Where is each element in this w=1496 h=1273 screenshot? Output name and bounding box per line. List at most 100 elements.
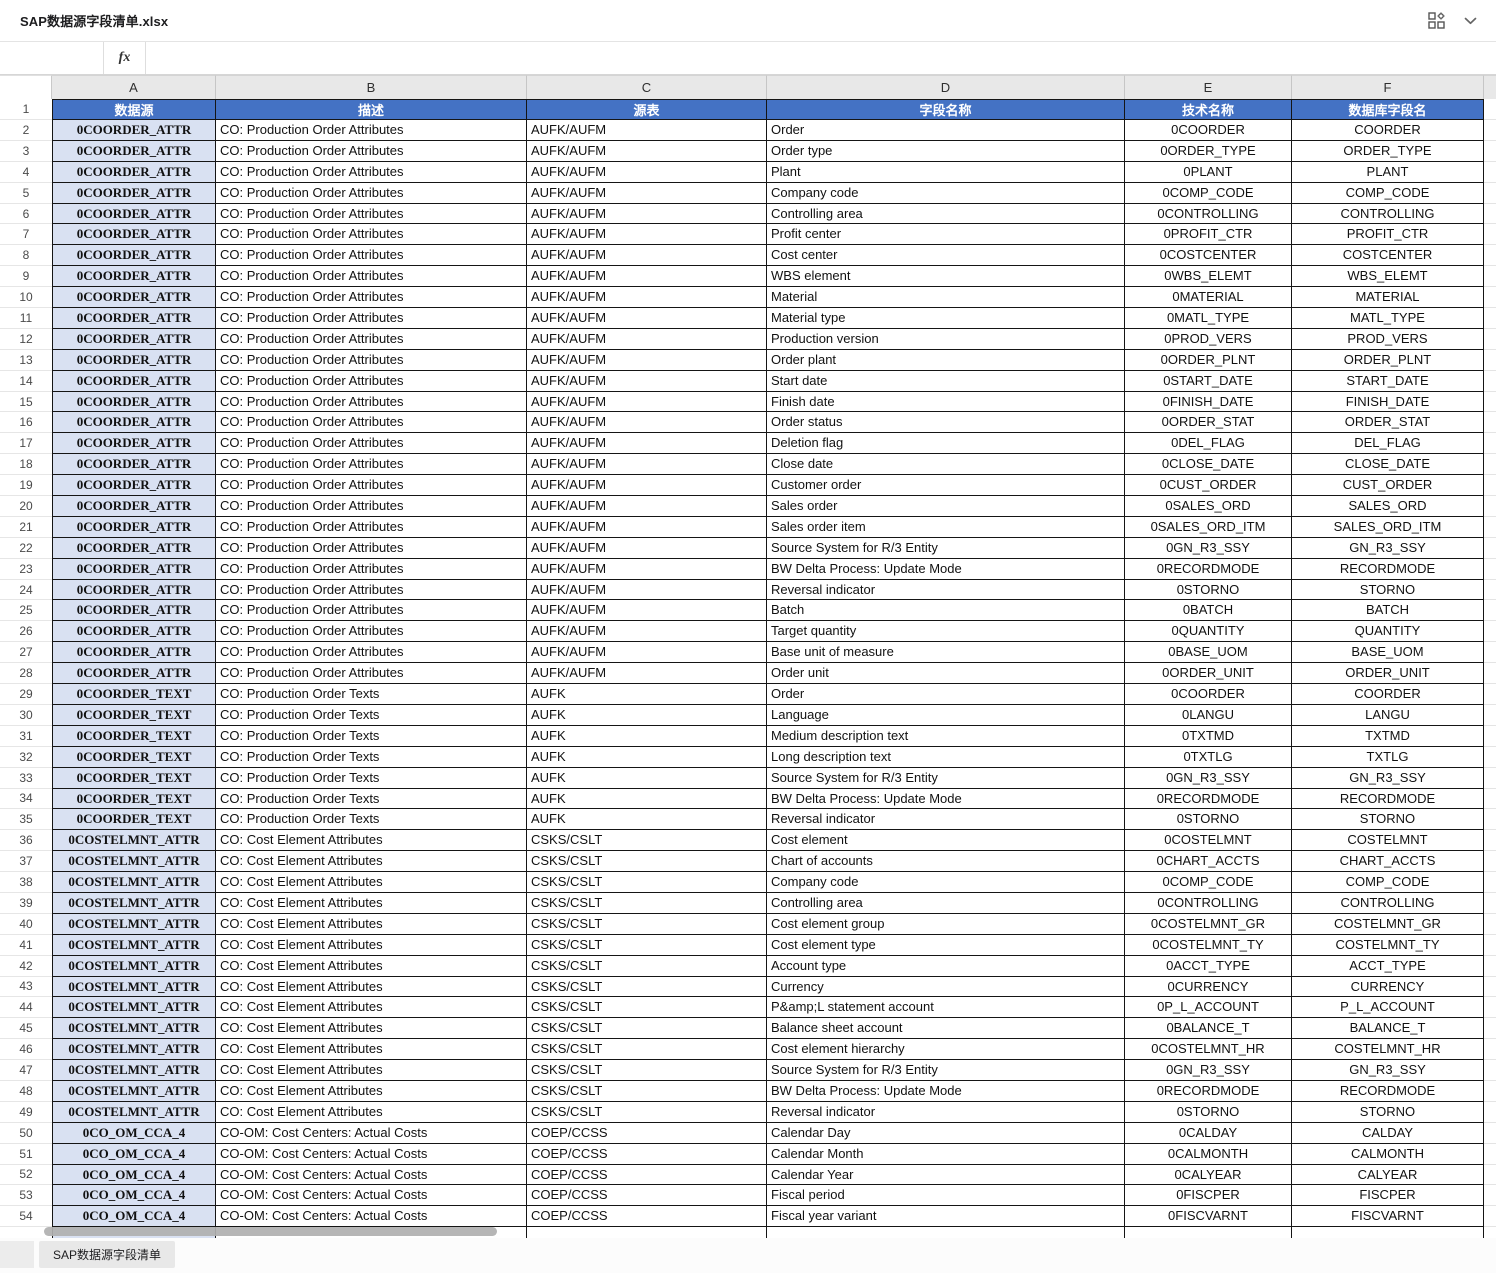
cell-technical-name[interactable]: 0GN_R3_SSY <box>1125 1060 1292 1081</box>
cell-datasource[interactable]: 0COORDER_ATTR <box>52 475 216 497</box>
cell-description[interactable]: CO: Production Order Attributes <box>216 475 527 497</box>
cell-source-table[interactable]: CSKS/CSLT <box>527 830 767 852</box>
row-number[interactable]: 10 <box>0 287 52 309</box>
cell-description[interactable]: CO-OM: Cost Centers: Actual Costs <box>216 1122 527 1144</box>
cell-source-table[interactable]: AUFK/AUFM <box>527 120 767 141</box>
cell-source-table[interactable]: AUFK <box>527 704 767 726</box>
cell-source-table[interactable]: AUFK/AUFM <box>527 412 767 434</box>
cell-description[interactable]: CO: Production Order Attributes <box>216 203 527 225</box>
row-number[interactable] <box>0 1227 52 1238</box>
cell-description[interactable]: CO: Production Order Attributes <box>216 120 527 141</box>
cell-datasource[interactable]: 0COORDER_ATTR <box>52 349 216 371</box>
cell-field-name[interactable]: Controlling area <box>767 203 1125 225</box>
cell-db-field-name[interactable]: DEL_FLAG <box>1292 433 1484 455</box>
cell-description[interactable]: CO: Cost Element Attributes <box>216 1080 527 1102</box>
cell-description[interactable]: CO-OM: Cost Centers: Actual Costs <box>216 1185 527 1207</box>
cell-source-table[interactable]: CSKS/CSLT <box>527 872 767 893</box>
row-number[interactable]: 14 <box>0 370 52 392</box>
cell-db-field-name[interactable]: RECORDMODE <box>1292 1080 1484 1102</box>
cell-technical-name[interactable]: 0MATL_TYPE <box>1125 308 1292 329</box>
row-number[interactable]: 47 <box>0 1060 52 1081</box>
cell-source-table[interactable]: COEP/CCSS <box>527 1122 767 1144</box>
cell-technical-name[interactable]: 0ORDER_STAT <box>1125 412 1292 434</box>
row-number[interactable]: 45 <box>0 1018 52 1040</box>
cell-db-field-name[interactable]: GN_R3_SSY <box>1292 537 1484 559</box>
cell-datasource[interactable]: 0COORDER_TEXT <box>52 767 216 789</box>
cell-field-name[interactable]: Batch <box>767 600 1125 622</box>
row-number[interactable]: 38 <box>0 872 52 893</box>
cell-db-field-name[interactable]: P_L_ACCOUNT <box>1292 997 1484 1019</box>
cell-datasource[interactable]: 0COORDER_ATTR <box>52 203 216 225</box>
cell-field-name[interactable]: Customer order <box>767 475 1125 497</box>
row-number[interactable]: 44 <box>0 997 52 1019</box>
cell-technical-name[interactable]: 0GN_R3_SSY <box>1125 537 1292 559</box>
cell-field-name[interactable]: BW Delta Process: Update Mode <box>767 788 1125 810</box>
cell-source-table[interactable]: AUFK/AUFM <box>527 475 767 497</box>
row-number[interactable]: 46 <box>0 1039 52 1061</box>
row-number[interactable]: 24 <box>0 579 52 601</box>
cell-db-field-name[interactable]: STORNO <box>1292 1101 1484 1123</box>
cell-field-name[interactable]: P&amp;L statement account <box>767 997 1125 1019</box>
cell-source-table[interactable]: AUFK/AUFM <box>527 245 767 267</box>
cell-datasource[interactable]: 0COORDER_TEXT <box>52 725 216 747</box>
cell-technical-name[interactable]: 0CHART_ACCTS <box>1125 851 1292 873</box>
cell-field-name[interactable]: Sales order <box>767 496 1125 517</box>
cell-description[interactable]: CO: Production Order Attributes <box>216 433 527 455</box>
cell-technical-name[interactable]: 0COSTELMNT <box>1125 830 1292 852</box>
cell-source-table[interactable]: CSKS/CSLT <box>527 976 767 998</box>
cell-description[interactable]: CO: Production Order Attributes <box>216 516 527 538</box>
select-all-corner[interactable] <box>0 75 52 99</box>
cell-source-table[interactable]: AUFK/AUFM <box>527 454 767 476</box>
cell-source-table[interactable]: AUFK <box>527 788 767 810</box>
cell-field-name[interactable]: Medium description text <box>767 725 1125 747</box>
row-number[interactable]: 32 <box>0 746 52 768</box>
cell-datasource[interactable]: 0COORDER_ATTR <box>52 161 216 183</box>
cell-field-name[interactable]: Deletion flag <box>767 433 1125 455</box>
cell-description[interactable]: CO: Production Order Attributes <box>216 287 527 309</box>
row-number[interactable]: 54 <box>0 1206 52 1228</box>
cell-db-field-name[interactable]: BALANCE_T <box>1292 1018 1484 1040</box>
formula-input[interactable] <box>146 42 1496 74</box>
cell-source-table[interactable]: AUFK/AUFM <box>527 370 767 392</box>
cell-technical-name[interactable] <box>1125 1227 1292 1238</box>
cell-db-field-name[interactable]: FINISH_DATE <box>1292 391 1484 413</box>
cell-field-name[interactable]: Production version <box>767 328 1125 350</box>
cell-name-box[interactable] <box>0 42 104 74</box>
cell-field-name[interactable]: Cost element hierarchy <box>767 1039 1125 1061</box>
cell-source-table[interactable]: COEP/CCSS <box>527 1143 767 1165</box>
cell-technical-name[interactable]: 0BATCH <box>1125 600 1292 622</box>
cell-field-name[interactable]: Order plant <box>767 349 1125 371</box>
cell-datasource[interactable]: 0COORDER_ATTR <box>52 328 216 350</box>
grid-view-icon[interactable] <box>1426 11 1446 31</box>
cell-db-field-name[interactable]: COORDER <box>1292 684 1484 705</box>
cell-field-name[interactable]: Reversal indicator <box>767 579 1125 601</box>
cell-source-table[interactable]: CSKS/CSLT <box>527 1018 767 1040</box>
cell-description[interactable]: CO: Production Order Texts <box>216 767 527 789</box>
cell-datasource[interactable]: 0COORDER_ATTR <box>52 516 216 538</box>
cell-db-field-name[interactable]: RECORDMODE <box>1292 788 1484 810</box>
cell-description[interactable]: CO: Production Order Attributes <box>216 161 527 183</box>
cell-field-name[interactable]: Calendar Month <box>767 1143 1125 1165</box>
cell-technical-name[interactable]: 0QUANTITY <box>1125 621 1292 643</box>
cell-technical-name[interactable]: 0P_L_ACCOUNT <box>1125 997 1292 1019</box>
cell-datasource[interactable]: 0COORDER_ATTR <box>52 308 216 329</box>
row-number[interactable]: 27 <box>0 642 52 664</box>
cell-datasource[interactable]: 0COORDER_TEXT <box>52 809 216 831</box>
cell-field-name[interactable]: Plant <box>767 161 1125 183</box>
cell-technical-name[interactable]: 0COSTELMNT_HR <box>1125 1039 1292 1061</box>
cell-db-field-name[interactable]: CONTROLLING <box>1292 203 1484 225</box>
cell-technical-name[interactable]: 0PLANT <box>1125 161 1292 183</box>
cell-source-table[interactable]: AUFK/AUFM <box>527 579 767 601</box>
cell-technical-name[interactable]: 0ORDER_TYPE <box>1125 140 1292 162</box>
column-header-c[interactable]: C <box>527 75 767 99</box>
cell-description[interactable]: CO: Production Order Attributes <box>216 349 527 371</box>
row-number[interactable]: 8 <box>0 245 52 267</box>
cell-db-field-name[interactable]: CHART_ACCTS <box>1292 851 1484 873</box>
cell-db-field-name[interactable]: COMP_CODE <box>1292 872 1484 893</box>
cell-technical-name[interactable]: 0RECORDMODE <box>1125 558 1292 580</box>
cell-field-name[interactable]: Account type <box>767 955 1125 977</box>
cell-source-table[interactable]: CSKS/CSLT <box>527 913 767 935</box>
cell-description[interactable]: CO: Production Order Texts <box>216 809 527 831</box>
cell-description[interactable]: CO: Production Order Texts <box>216 788 527 810</box>
cell-field-name[interactable]: Reversal indicator <box>767 1101 1125 1123</box>
